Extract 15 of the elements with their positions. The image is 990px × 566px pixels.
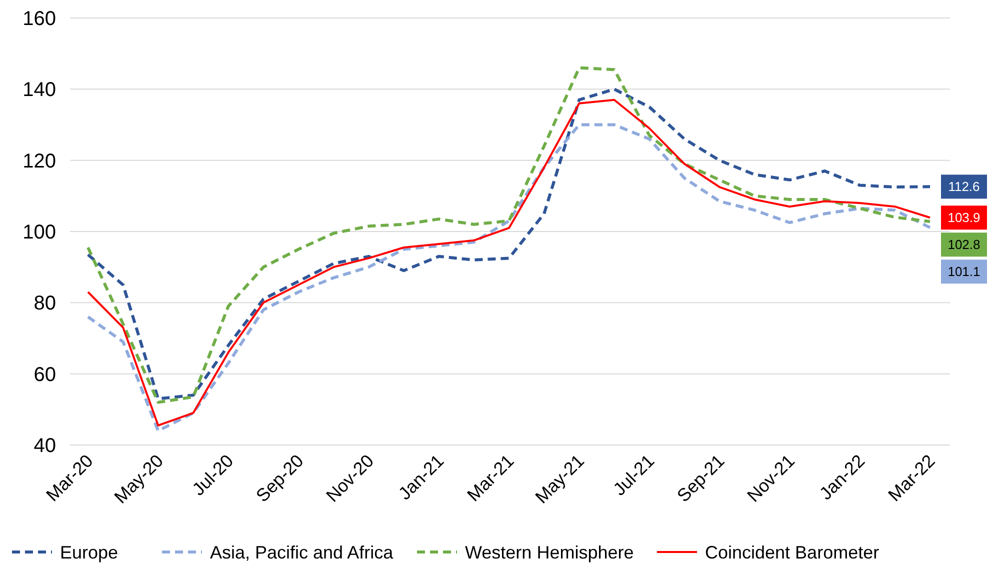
data-label: 112.6 (948, 179, 980, 194)
y-tick-label: 80 (34, 292, 56, 315)
y-tick-label: 60 (34, 364, 56, 386)
y-tick-label: 100 (22, 222, 56, 244)
y-tick-label: 120 (22, 150, 56, 172)
legend-label: Coincident Barometer (705, 542, 880, 562)
legend-label: Europe (60, 542, 118, 562)
data-label: 103.9 (948, 210, 980, 226)
data-label: 102.8 (948, 237, 980, 252)
legend-label: Asia, Pacific and Africa (210, 542, 394, 562)
legend-label: Western Hemisphere (465, 542, 634, 562)
y-tick-label: 40 (34, 435, 56, 457)
y-tick-label: 140 (22, 79, 56, 102)
y-tick-label: 160 (22, 8, 56, 30)
data-label: 101.1 (948, 264, 980, 280)
